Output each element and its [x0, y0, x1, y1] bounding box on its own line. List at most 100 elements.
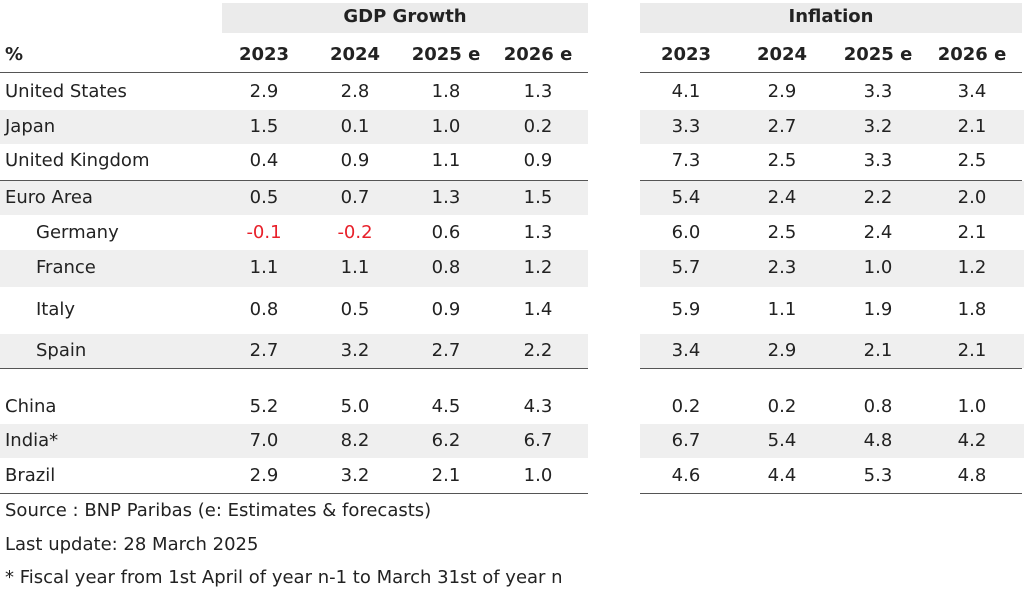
cell: 0.1	[340, 116, 370, 137]
row-label: Italy	[36, 299, 76, 320]
footnote: * Fiscal year from 1st April of year n-1…	[5, 567, 563, 588]
cell: 1.8	[431, 81, 461, 102]
cell: 3.4	[671, 340, 701, 361]
cell: 5.4	[671, 187, 701, 208]
cell: 0.8	[863, 396, 893, 417]
cell: 0.5	[249, 187, 279, 208]
group-header: Inflation	[788, 6, 874, 27]
cell: 3.3	[671, 116, 701, 137]
cell: 5.4	[767, 430, 797, 451]
cell: 6.2	[431, 430, 461, 451]
cell: 3.2	[863, 116, 893, 137]
rule	[0, 72, 588, 73]
cell: 0.2	[767, 396, 797, 417]
cell: 2.7	[767, 116, 797, 137]
row-shade	[0, 110, 1024, 144]
cell: 1.1	[340, 257, 370, 278]
column-header: 2023	[238, 44, 290, 65]
cell: 0.8	[431, 257, 461, 278]
cell: 1.1	[431, 150, 461, 171]
cell: 2.5	[767, 222, 797, 243]
cell: 0.9	[523, 150, 553, 171]
footnote: Last update: 28 March 2025	[5, 534, 259, 555]
cell: 5.9	[671, 299, 701, 320]
row-label: United States	[5, 81, 127, 102]
rule	[0, 493, 588, 494]
column-header: 2024	[329, 44, 381, 65]
group-header-bg	[640, 3, 1022, 33]
cell: 5.3	[863, 465, 893, 486]
cell: 1.0	[863, 257, 893, 278]
row-label: China	[5, 396, 57, 417]
rule	[640, 180, 1022, 181]
cell: 0.4	[249, 150, 279, 171]
cell: 7.3	[671, 150, 701, 171]
cell: 2.8	[340, 81, 370, 102]
cell: 4.4	[767, 465, 797, 486]
cell: 1.3	[523, 222, 553, 243]
cell: 2.0	[957, 187, 987, 208]
cell: 3.2	[340, 465, 370, 486]
cell: 1.1	[767, 299, 797, 320]
cell: 4.1	[671, 81, 701, 102]
cell: 0.2	[671, 396, 701, 417]
group-header-bg	[222, 3, 588, 33]
row-shade	[0, 250, 1024, 287]
cell: 1.0	[523, 465, 553, 486]
cell: 2.1	[863, 340, 893, 361]
cell: 2.7	[249, 340, 279, 361]
cell: 3.2	[340, 340, 370, 361]
cell: 1.4	[523, 299, 553, 320]
cell: 1.5	[523, 187, 553, 208]
cell: 1.0	[431, 116, 461, 137]
cell: 2.4	[863, 222, 893, 243]
cell: 2.1	[431, 465, 461, 486]
cell: 2.5	[957, 150, 987, 171]
row-shade	[0, 181, 1024, 215]
cell: 2.3	[767, 257, 797, 278]
column-header: 2024	[756, 44, 808, 65]
cell: 1.9	[863, 299, 893, 320]
cell: 1.3	[523, 81, 553, 102]
cell: 0.6	[431, 222, 461, 243]
cell: 3.4	[957, 81, 987, 102]
cell: 2.9	[767, 340, 797, 361]
cell: 8.2	[340, 430, 370, 451]
column-header: 2023	[660, 44, 712, 65]
cell: 1.1	[249, 257, 279, 278]
blank-gap	[588, 76, 640, 496]
cell: 1.8	[957, 299, 987, 320]
cell: 3.3	[863, 81, 893, 102]
cell: 0.5	[340, 299, 370, 320]
row-shade	[0, 424, 1024, 458]
row-label: Brazil	[5, 465, 56, 486]
rule	[0, 180, 588, 181]
cell: 2.2	[523, 340, 553, 361]
cell: 0.2	[523, 116, 553, 137]
cell: 6.7	[671, 430, 701, 451]
cell: 3.3	[863, 150, 893, 171]
column-header: 2026 e	[503, 44, 573, 65]
cell: 5.2	[249, 396, 279, 417]
row-label: France	[36, 257, 96, 278]
column-header: 2026 e	[937, 44, 1007, 65]
cell: 0.9	[340, 150, 370, 171]
column-header: 2025 e	[411, 44, 481, 65]
cell: -0.2	[337, 222, 373, 243]
cell: 4.8	[957, 465, 987, 486]
cell: 2.7	[431, 340, 461, 361]
cell: 0.9	[431, 299, 461, 320]
row-label: United Kingdom	[5, 150, 150, 171]
footnote: Source : BNP Paribas (e: Estimates & for…	[5, 500, 432, 521]
cell: 2.9	[767, 81, 797, 102]
cell: 7.0	[249, 430, 279, 451]
cell: 2.1	[957, 116, 987, 137]
cell: 4.8	[863, 430, 893, 451]
cell: 2.1	[957, 340, 987, 361]
cell: -0.1	[246, 222, 282, 243]
cell: 4.6	[671, 465, 701, 486]
row-label: Germany	[36, 222, 119, 243]
cell: 0.8	[249, 299, 279, 320]
cell: 2.4	[767, 187, 797, 208]
row-label: India*	[5, 430, 59, 451]
